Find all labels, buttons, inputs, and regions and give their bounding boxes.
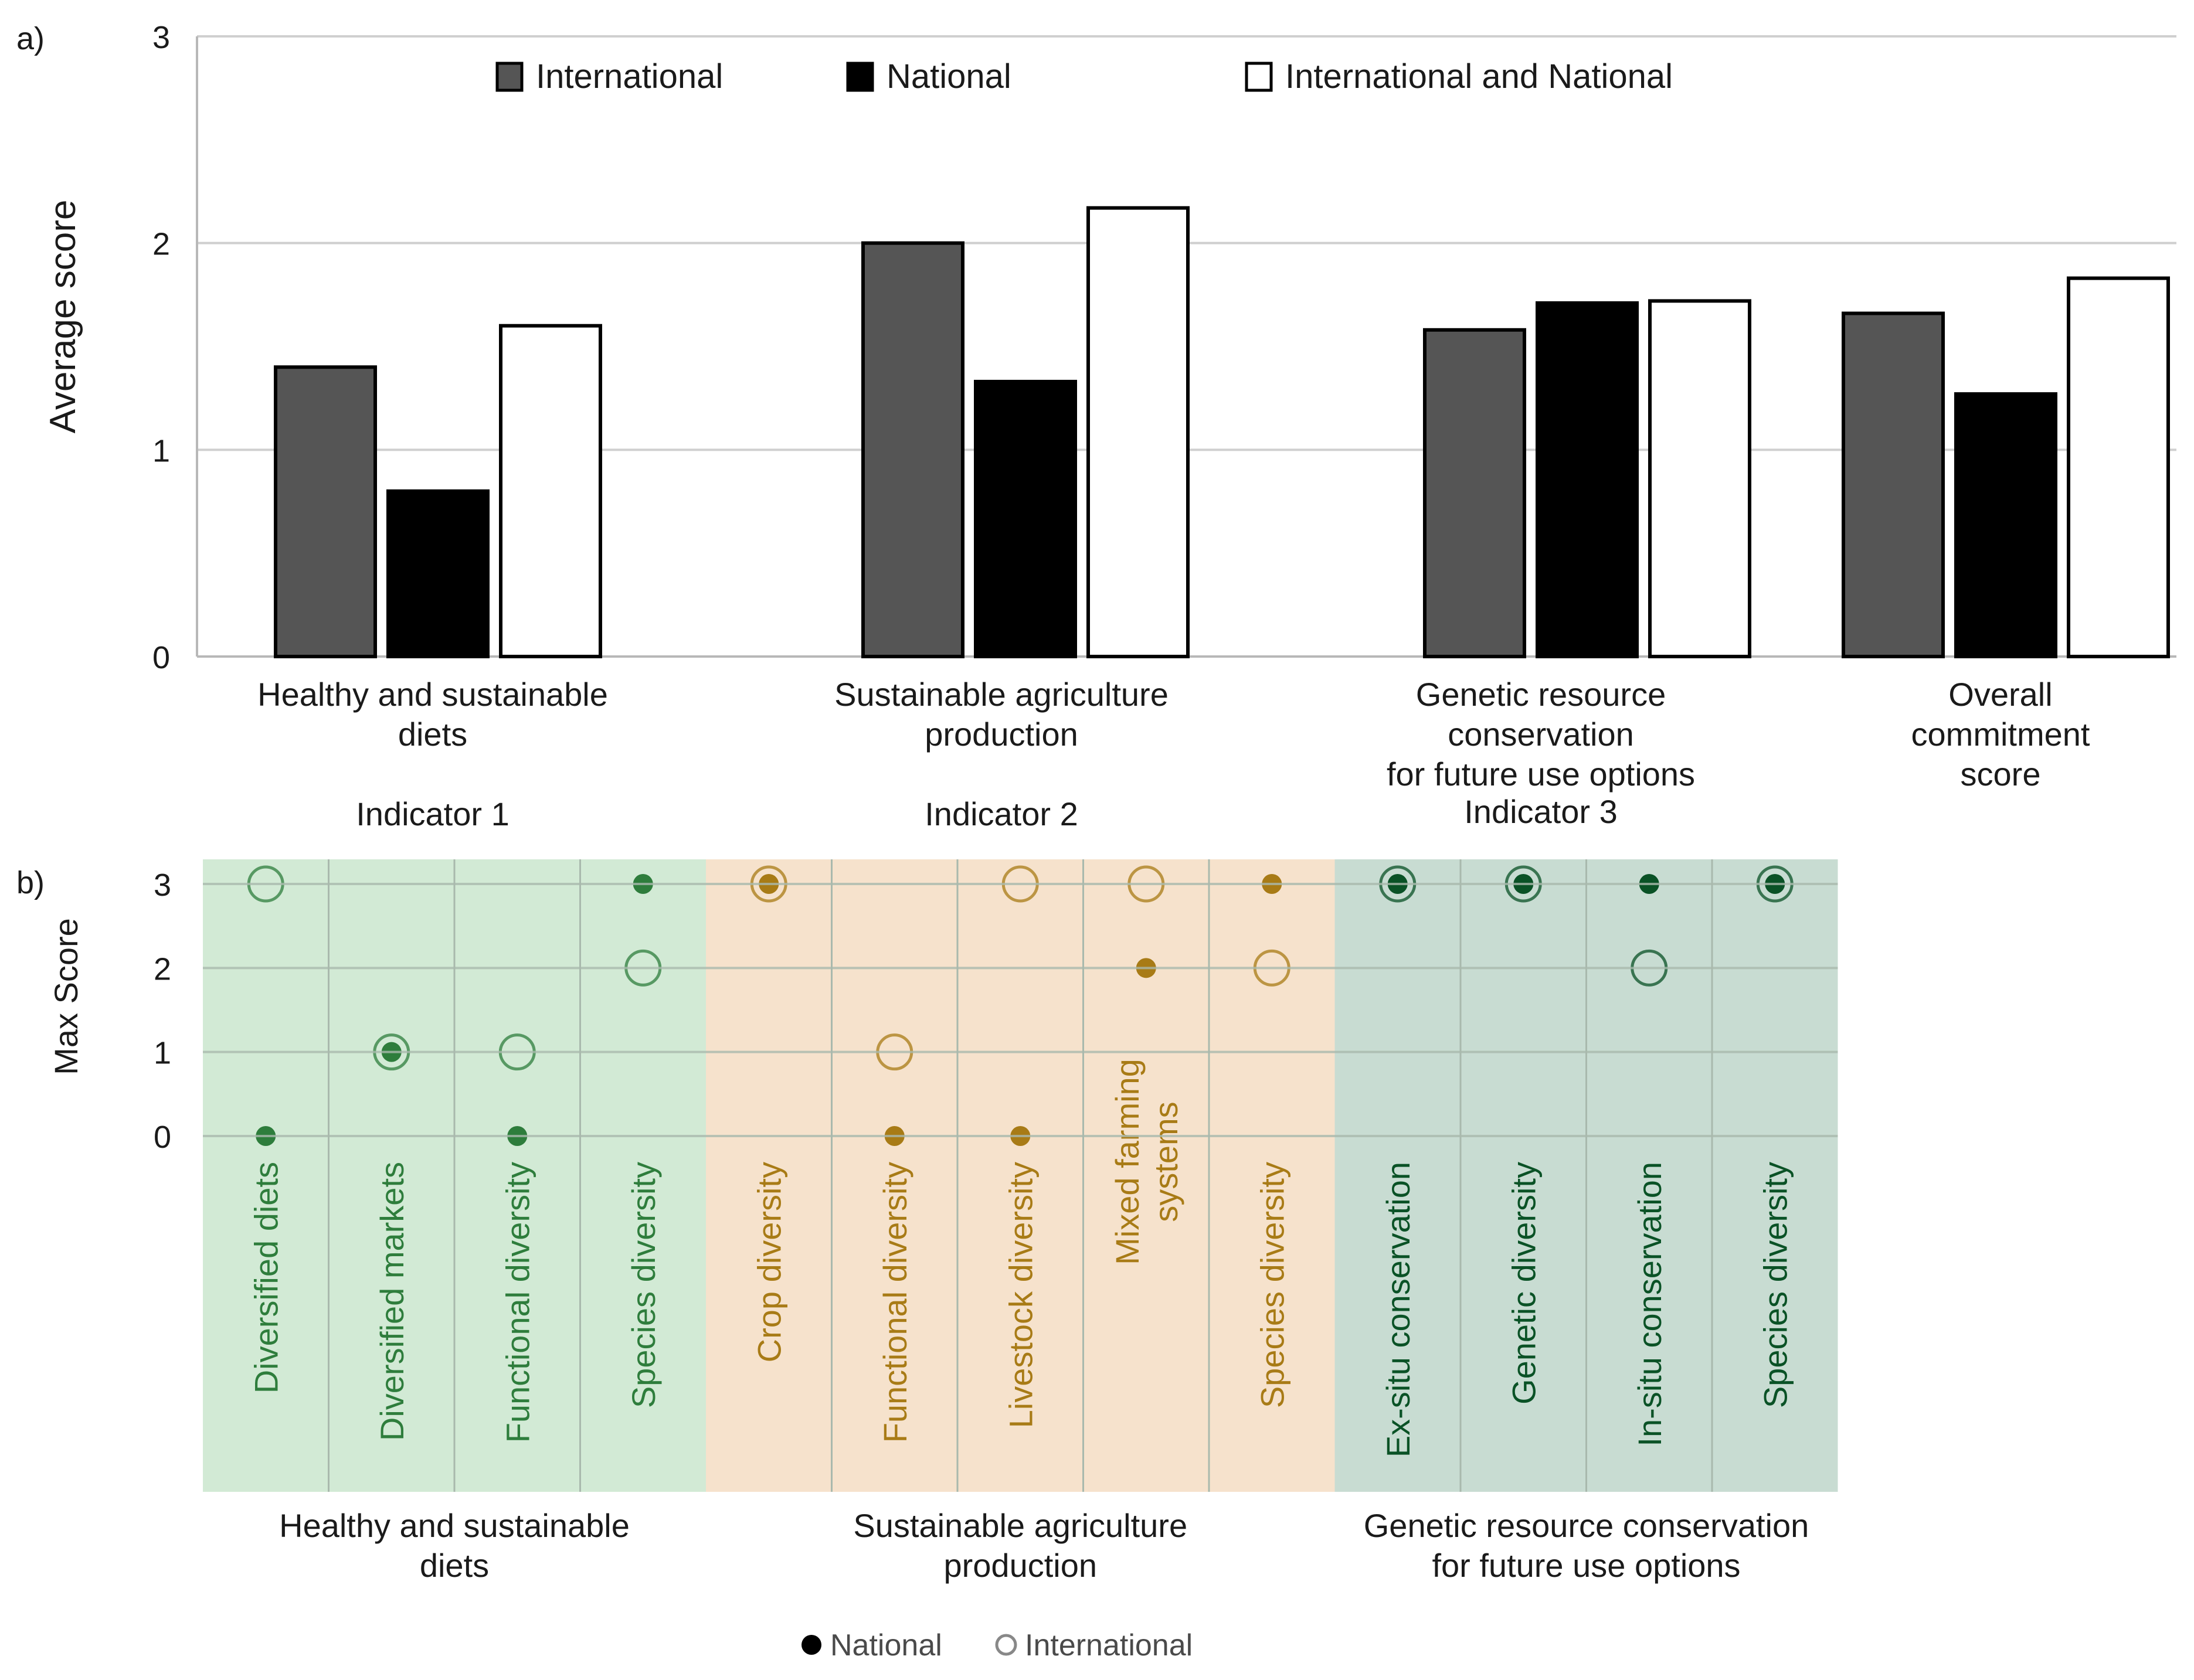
group-label: Genetic resource conservation (1364, 1507, 1809, 1544)
legend-label-national: National (887, 57, 1011, 96)
indicator-label: Indicator 3 (1464, 793, 1618, 830)
group-label: production (943, 1547, 1097, 1584)
legend-label-international: International (536, 57, 723, 96)
category-label: Healthy and sustainable (257, 676, 608, 713)
category-label: Genetic diversity (1505, 1162, 1542, 1404)
panel-a-bar-chart: a) 0 1 2 3 Average score Healthy and sustainab… (16, 20, 2176, 832)
legend-international-label: International (1025, 1628, 1193, 1662)
bar-national (1954, 392, 2057, 658)
group-label: for future use options (1432, 1547, 1740, 1584)
bar-national (974, 379, 1077, 658)
y-tick-label: 3 (154, 868, 171, 903)
bar-international (861, 241, 964, 658)
legend-national-dot (801, 1635, 821, 1655)
legend-international-ring (995, 1634, 1017, 1656)
legend-swatch-combined (1245, 62, 1273, 92)
category-label: Species diversity (625, 1162, 662, 1408)
y-tick-label: 0 (152, 640, 170, 675)
bar-combined (1086, 206, 1190, 659)
category-label: conservation (1448, 716, 1634, 753)
group-label: Healthy and sustainable (279, 1507, 630, 1544)
y-tick-label: 0 (154, 1120, 171, 1155)
category-label: In-situ conservation (1631, 1162, 1668, 1447)
bar-combined (2067, 276, 2170, 658)
bar-combined (499, 324, 602, 658)
y-axis-title: Max Score (47, 918, 84, 1075)
group-label: diets (420, 1547, 489, 1584)
legend-swatch-national (846, 62, 874, 92)
y-axis-title: Average score (43, 200, 83, 434)
y-tick-label: 2 (154, 951, 171, 987)
category-label: Ex-situ conservation (1380, 1162, 1417, 1457)
y-tick-label: 1 (154, 1036, 171, 1071)
legend-national-label: National (830, 1628, 942, 1662)
legend-swatch-international (495, 62, 524, 92)
bar-international (1842, 311, 1945, 658)
bar-national (386, 489, 490, 658)
bar-national (1536, 301, 1639, 658)
category-label: production (925, 716, 1078, 753)
bar-international (1423, 328, 1526, 658)
category-label: diets (398, 716, 467, 753)
indicator-label: Indicator 1 (356, 795, 510, 832)
bar-combined (1648, 299, 1751, 658)
category-label: Diversified markets (373, 1162, 410, 1441)
category-label: Species diversity (1254, 1162, 1290, 1408)
category-label: Species diversity (1757, 1162, 1794, 1408)
category-label: Crop diversity (750, 1162, 787, 1362)
indicator-label: Indicator 2 (925, 795, 1078, 832)
category-label: Mixed farming (1109, 1059, 1146, 1265)
y-tick-label: 1 (152, 433, 170, 468)
legend-label-combined: International and National (1285, 57, 1673, 96)
panel-b-dot-chart: b)Max Score 0 1 2 3 Diversified diets Diversif… (16, 859, 1838, 1662)
y-tick-label: 3 (152, 20, 170, 55)
category-label: Functional diversity (499, 1162, 536, 1443)
category-label: Livestock diversity (1002, 1162, 1039, 1428)
group-label: Sustainable agriculture (853, 1507, 1187, 1544)
category-label: for future use options (1387, 756, 1695, 793)
category-label: commitment (1911, 716, 2090, 753)
category-label: Diversified diets (247, 1162, 284, 1393)
group-background-agri (706, 859, 1335, 1492)
category-label: systems (1147, 1101, 1184, 1222)
category-label: Genetic resource (1416, 676, 1666, 713)
category-label: Sustainable agriculture (834, 676, 1169, 713)
category-label: score (1961, 756, 2041, 793)
panel-b-label: b) (16, 865, 45, 900)
panel-a-label: a) (16, 21, 45, 56)
bar-international (274, 365, 377, 658)
y-tick-label: 2 (152, 227, 170, 262)
category-label: Overall (1948, 676, 2052, 713)
category-label: Functional diversity (877, 1162, 913, 1443)
